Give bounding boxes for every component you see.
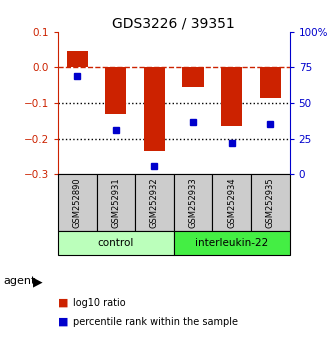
Text: control: control bbox=[98, 238, 134, 248]
Text: interleukin-22: interleukin-22 bbox=[195, 238, 268, 248]
Text: GSM252890: GSM252890 bbox=[73, 177, 82, 228]
Text: GSM252934: GSM252934 bbox=[227, 177, 236, 228]
Bar bbox=[67, 51, 88, 68]
Text: GSM252935: GSM252935 bbox=[266, 177, 275, 228]
Bar bbox=[260, 68, 281, 98]
Text: GSM252931: GSM252931 bbox=[111, 177, 120, 228]
Bar bbox=[144, 68, 165, 151]
Title: GDS3226 / 39351: GDS3226 / 39351 bbox=[113, 17, 235, 31]
Bar bbox=[221, 68, 242, 126]
Bar bbox=[105, 68, 126, 114]
Bar bbox=[58, 231, 174, 255]
Text: ■: ■ bbox=[58, 317, 69, 327]
Bar bbox=[174, 231, 290, 255]
Bar bbox=[135, 174, 174, 231]
Text: percentile rank within the sample: percentile rank within the sample bbox=[73, 317, 238, 327]
Bar bbox=[174, 174, 213, 231]
Text: ▶: ▶ bbox=[33, 275, 43, 288]
Bar bbox=[182, 68, 204, 87]
Bar bbox=[213, 174, 251, 231]
Text: agent: agent bbox=[3, 276, 36, 286]
Bar bbox=[251, 174, 290, 231]
Text: GSM252933: GSM252933 bbox=[189, 177, 198, 228]
Text: GSM252932: GSM252932 bbox=[150, 177, 159, 228]
Bar bbox=[58, 174, 97, 231]
Bar bbox=[97, 174, 135, 231]
Text: ■: ■ bbox=[58, 298, 69, 308]
Text: log10 ratio: log10 ratio bbox=[73, 298, 125, 308]
